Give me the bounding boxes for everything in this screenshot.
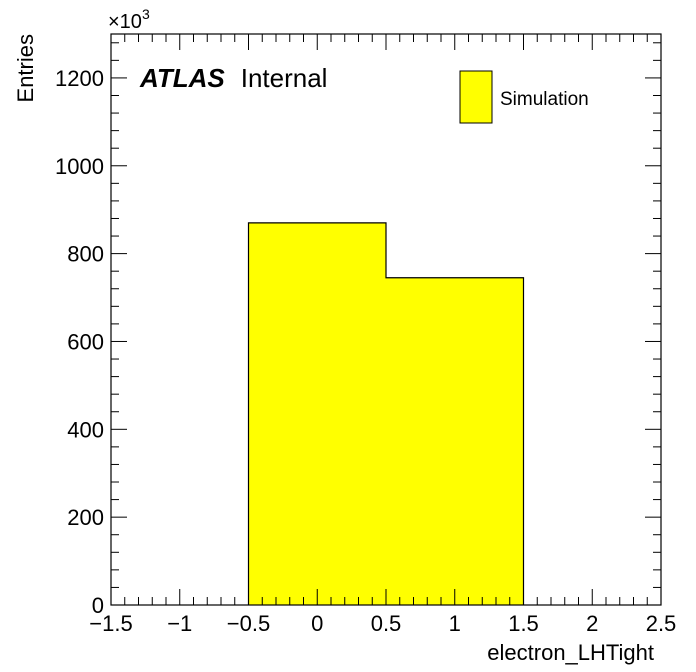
atlas-label: ATLAS Internal <box>139 63 327 93</box>
y-tick-label: 1200 <box>55 66 104 91</box>
x-tick-label: 2 <box>586 611 598 636</box>
histogram-outline <box>247 222 525 605</box>
y-tick-label: 1000 <box>55 154 104 179</box>
y-tick-label: 400 <box>67 417 104 442</box>
atlas-logo-text: ATLAS <box>139 63 225 93</box>
y-axis-multiplier: ×103 <box>108 6 150 33</box>
atlas-status-text: Internal <box>241 63 328 93</box>
histogram-bin-1 <box>386 277 524 605</box>
legend-label-simulation: Simulation <box>500 89 589 110</box>
x-tick-label: −0.5 <box>227 611 270 636</box>
multiplier-base: ×10 <box>108 11 142 33</box>
y-axis-title: Entries <box>13 34 38 102</box>
axis-ticks <box>110 34 662 606</box>
x-tick-label: 2.5 <box>646 611 677 636</box>
histogram-bars <box>247 222 525 605</box>
x-tick-label: −1.5 <box>89 611 132 636</box>
tick-labels: −1.5 −1 −0.5 0 0.5 1 1.5 2 2.5 0 200 400 600 800 1000 1… <box>55 66 676 636</box>
x-tick-label: 1.5 <box>508 611 539 636</box>
legend: Simulation <box>459 70 589 124</box>
x-tick-label: 0.5 <box>371 611 402 636</box>
multiplier-exponent: 3 <box>142 6 150 22</box>
x-tick-label: 0 <box>311 611 323 636</box>
histogram-bin-0 <box>248 222 386 605</box>
y-tick-label: 600 <box>67 329 104 354</box>
y-tick-label: 200 <box>67 505 104 530</box>
x-tick-label: 1 <box>449 611 461 636</box>
legend-swatch-simulation <box>459 70 493 124</box>
y-tick-label: 800 <box>67 242 104 267</box>
y-tick-label: 0 <box>92 593 104 618</box>
x-axis-title: electron_LHTight <box>487 640 654 665</box>
x-tick-label: −1 <box>167 611 192 636</box>
